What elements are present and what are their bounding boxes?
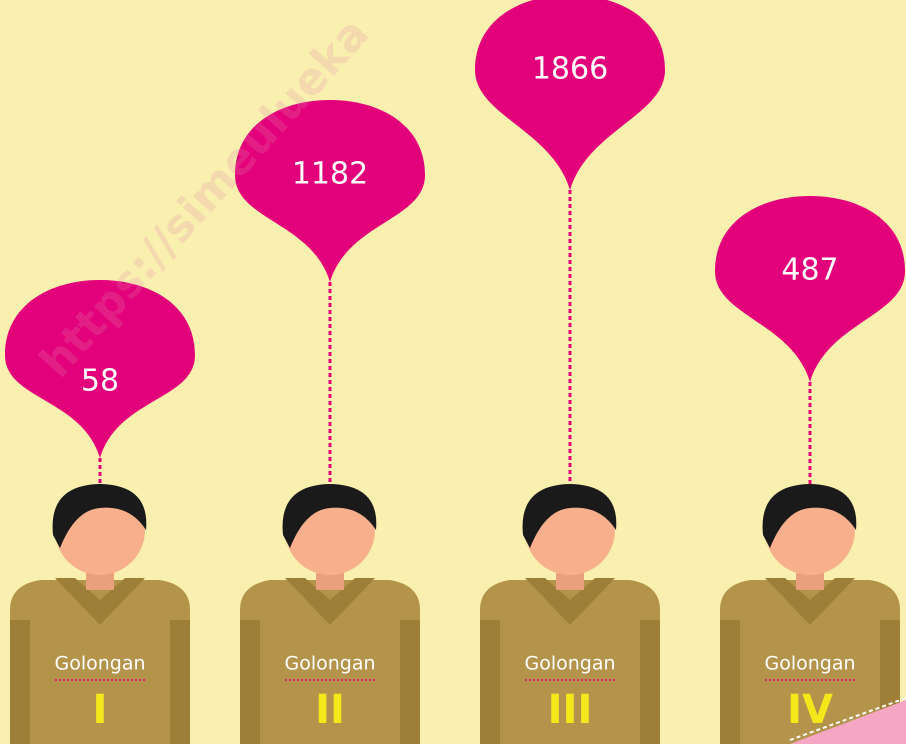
grade-label: III bbox=[548, 687, 593, 733]
value-label: 1866 bbox=[532, 52, 608, 87]
value-label: 1182 bbox=[292, 157, 368, 192]
label: Golongan bbox=[54, 653, 145, 675]
grade-label: II bbox=[315, 687, 345, 733]
label: Golongan bbox=[764, 653, 855, 675]
grade-label: I bbox=[93, 687, 108, 733]
value-label: 58 bbox=[81, 364, 119, 399]
label: Golongan bbox=[524, 653, 615, 675]
value-label: 487 bbox=[781, 253, 838, 288]
infographic: 58 Golongan I 1182 Golongan II 1866 Golongan III… bbox=[0, 0, 906, 744]
label: Golongan bbox=[284, 653, 375, 675]
